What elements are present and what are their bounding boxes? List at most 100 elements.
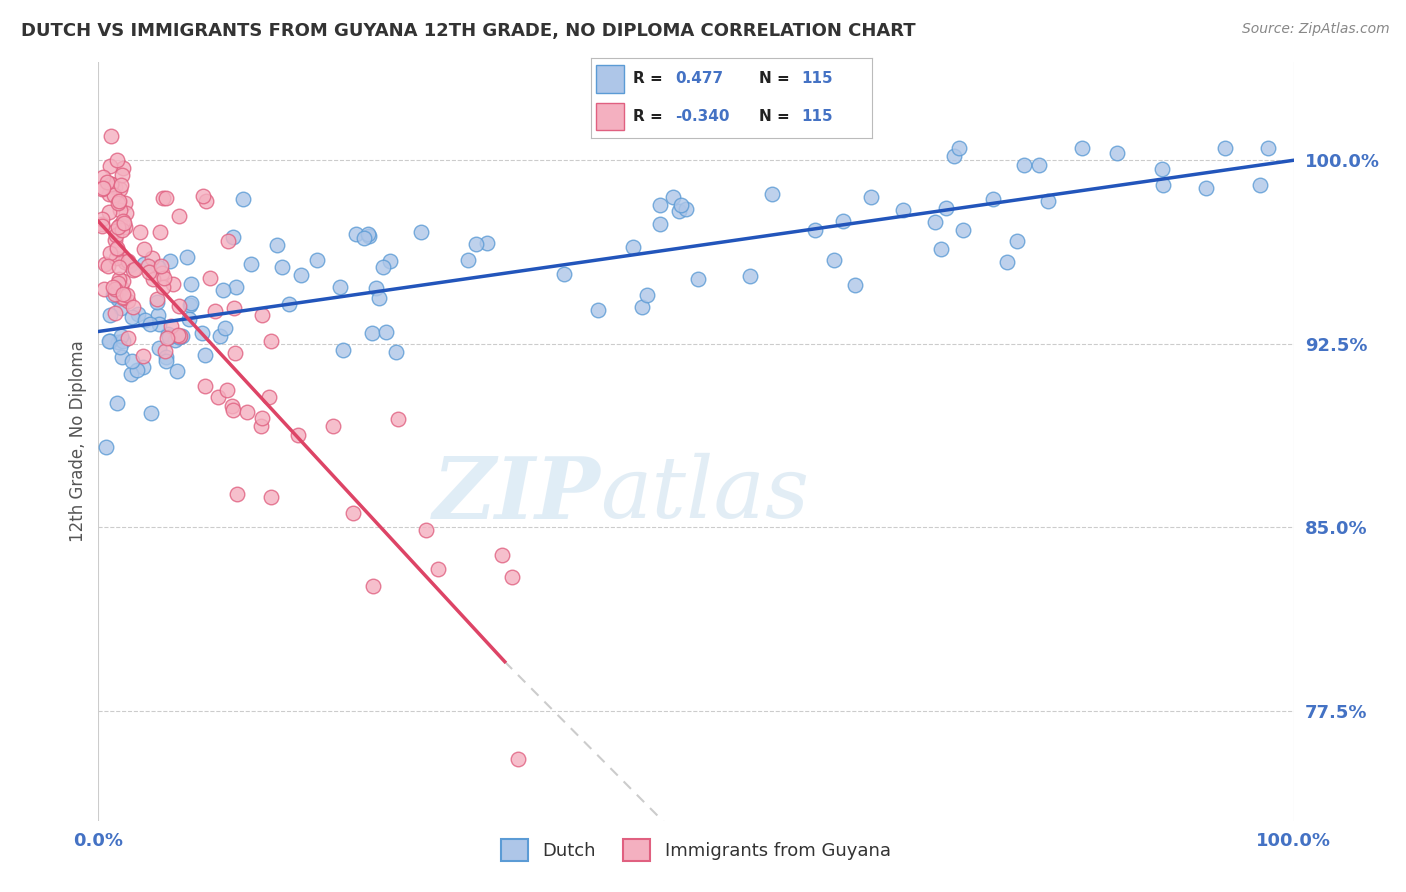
Point bbox=[636, 288, 658, 302]
Point bbox=[108, 203, 131, 218]
Point bbox=[374, 326, 396, 340]
Point bbox=[110, 178, 132, 192]
Y-axis label: 12th Grade, No Diploma: 12th Grade, No Diploma bbox=[69, 341, 87, 542]
Text: atlas: atlas bbox=[600, 453, 810, 536]
Point bbox=[155, 331, 177, 345]
Point bbox=[1028, 159, 1050, 173]
Point bbox=[136, 259, 159, 273]
Point bbox=[167, 299, 190, 313]
Point bbox=[107, 271, 129, 285]
Point bbox=[225, 487, 247, 501]
Point bbox=[121, 310, 143, 325]
Point bbox=[104, 224, 127, 238]
Point bbox=[252, 411, 274, 425]
Point bbox=[152, 270, 174, 285]
Point bbox=[1071, 141, 1094, 155]
Point bbox=[159, 253, 181, 268]
Point bbox=[290, 268, 312, 282]
Point bbox=[259, 334, 281, 349]
Point bbox=[93, 169, 115, 184]
Point bbox=[104, 227, 127, 242]
Point bbox=[1195, 181, 1218, 195]
Point bbox=[112, 334, 135, 348]
Point bbox=[111, 350, 134, 364]
Point bbox=[104, 286, 127, 301]
Point bbox=[103, 188, 125, 202]
Point bbox=[166, 328, 188, 343]
Point bbox=[650, 217, 672, 231]
Point bbox=[1257, 141, 1279, 155]
Point bbox=[145, 292, 167, 306]
Point bbox=[132, 359, 155, 374]
Point bbox=[146, 308, 169, 322]
Point bbox=[160, 318, 183, 333]
Point bbox=[134, 313, 156, 327]
Point bbox=[232, 192, 254, 206]
Point bbox=[117, 294, 139, 309]
Point bbox=[101, 279, 124, 293]
Point bbox=[221, 399, 243, 413]
Point bbox=[107, 335, 129, 350]
Point bbox=[149, 225, 172, 239]
Point bbox=[225, 280, 247, 294]
Point bbox=[139, 317, 162, 331]
Point bbox=[132, 349, 155, 363]
Point bbox=[222, 301, 245, 316]
Point bbox=[1152, 178, 1174, 192]
Point bbox=[104, 306, 127, 320]
Point bbox=[142, 271, 165, 285]
FancyBboxPatch shape bbox=[596, 65, 624, 93]
Point bbox=[353, 230, 375, 244]
Point bbox=[138, 265, 160, 279]
Point bbox=[931, 242, 953, 256]
Point bbox=[124, 261, 146, 276]
Point bbox=[115, 287, 138, 301]
Point bbox=[204, 304, 226, 318]
Point bbox=[859, 190, 882, 204]
Point bbox=[97, 205, 120, 219]
Point bbox=[98, 308, 121, 322]
Point bbox=[108, 218, 131, 232]
Point bbox=[96, 440, 118, 454]
Point bbox=[378, 254, 401, 268]
Point bbox=[120, 367, 142, 381]
Point bbox=[305, 252, 328, 267]
Point bbox=[457, 252, 479, 267]
Point bbox=[90, 211, 112, 226]
Point bbox=[98, 245, 121, 260]
Point bbox=[155, 191, 177, 205]
Point bbox=[357, 227, 380, 242]
Point bbox=[112, 291, 135, 305]
Point bbox=[208, 328, 231, 343]
Point bbox=[121, 263, 143, 277]
Point bbox=[90, 181, 112, 195]
Point bbox=[110, 280, 132, 294]
Point bbox=[831, 213, 853, 227]
Point bbox=[371, 260, 394, 274]
Point bbox=[415, 523, 437, 537]
Point bbox=[110, 328, 132, 343]
Point bbox=[117, 253, 139, 268]
Point bbox=[207, 390, 229, 404]
Point bbox=[361, 579, 384, 593]
Point bbox=[342, 506, 364, 520]
Point bbox=[193, 379, 215, 393]
Point bbox=[761, 186, 783, 201]
Point bbox=[240, 257, 263, 271]
Point bbox=[1014, 158, 1036, 172]
Point bbox=[224, 346, 246, 360]
Point bbox=[1005, 234, 1028, 248]
Point bbox=[194, 194, 217, 208]
Point bbox=[385, 345, 408, 359]
Point bbox=[128, 226, 150, 240]
Point bbox=[104, 252, 127, 266]
Point bbox=[100, 178, 122, 192]
Point bbox=[112, 290, 135, 304]
Point bbox=[167, 209, 190, 223]
Point bbox=[329, 280, 352, 294]
Point bbox=[222, 403, 245, 417]
Point bbox=[804, 223, 827, 237]
Point bbox=[108, 340, 131, 354]
Point bbox=[111, 168, 134, 182]
Point bbox=[631, 300, 654, 314]
